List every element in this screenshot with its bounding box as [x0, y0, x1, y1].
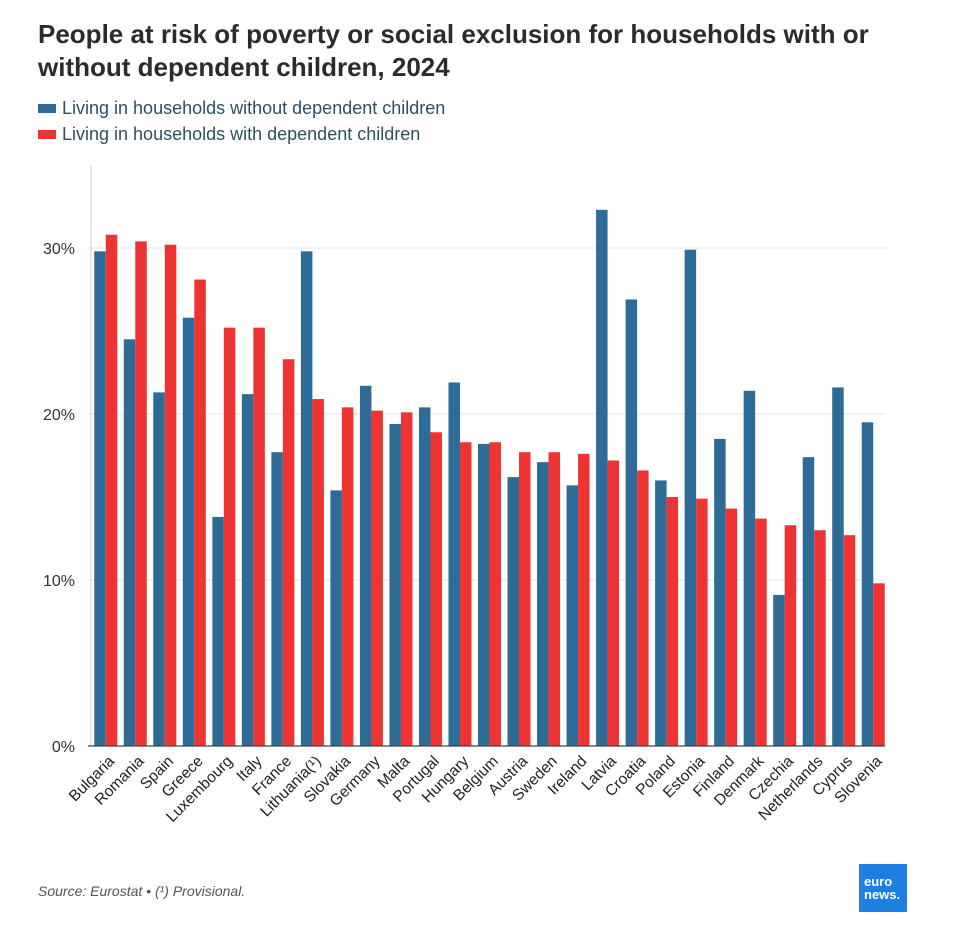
- bar-with: [194, 279, 206, 746]
- bar-with: [814, 530, 826, 746]
- legend: Living in households without dependent c…: [38, 95, 445, 147]
- bar-chart: 0%10%20%30%BulgariaRomaniaSpainGreeceLux…: [43, 165, 886, 826]
- bar-without: [182, 317, 195, 746]
- bar-with: [578, 453, 590, 746]
- legend-swatch-without: [38, 103, 56, 113]
- bar-without: [330, 490, 342, 746]
- bar-without: [596, 209, 608, 746]
- bar-without: [94, 251, 106, 746]
- bar-with: [607, 460, 620, 746]
- bar-with: [548, 452, 561, 746]
- bar-with: [282, 359, 295, 746]
- bar-without: [566, 485, 579, 746]
- legend-item-with: Living in households with dependent chil…: [38, 121, 445, 147]
- bar-with: [666, 497, 679, 746]
- logo-line-1: euro: [864, 874, 893, 889]
- y-tick-label: 0%: [52, 739, 75, 756]
- bar-without: [625, 299, 638, 746]
- bar-with: [637, 470, 649, 746]
- bar-with: [430, 432, 442, 746]
- bar-without: [773, 594, 785, 746]
- bar-with: [253, 327, 265, 746]
- bar-without: [300, 251, 313, 746]
- chart-title: People at risk of poverty or social excl…: [38, 19, 869, 82]
- bar-without: [743, 390, 756, 746]
- bar-without: [418, 407, 431, 746]
- bar-with: [312, 399, 324, 746]
- bar-with: [371, 410, 383, 746]
- bar-without: [153, 392, 165, 746]
- bar-without: [684, 249, 697, 746]
- bar-without: [478, 443, 490, 746]
- bar-with: [400, 412, 413, 746]
- legend-swatch-with: [38, 129, 56, 139]
- bar-without: [655, 480, 667, 746]
- bar-with: [341, 407, 354, 746]
- bar-without: [389, 423, 401, 746]
- bar-with: [784, 525, 797, 746]
- bar-with: [105, 234, 118, 746]
- source-note: Source: Eurostat • (¹) Provisional.: [38, 883, 246, 899]
- bar-with: [725, 508, 738, 746]
- bar-without: [241, 394, 254, 746]
- logo-line-2: news.: [864, 887, 901, 902]
- bar-without: [123, 339, 136, 746]
- bar-with: [873, 583, 885, 746]
- y-tick-label: 30%: [43, 241, 75, 258]
- bar-without: [714, 438, 726, 746]
- bar-with: [135, 241, 147, 747]
- bar-without: [271, 452, 283, 746]
- euronews-logo: euro news.: [859, 864, 907, 912]
- bar-without: [212, 516, 224, 746]
- bar-with: [843, 535, 856, 746]
- bar-without: [448, 382, 460, 746]
- bar-without: [537, 462, 549, 746]
- legend-item-without: Living in households without dependent c…: [38, 95, 445, 121]
- bar-without: [359, 385, 372, 746]
- legend-label-with: Living in households with dependent chil…: [62, 123, 421, 144]
- bar-with: [489, 442, 501, 746]
- y-tick-label: 10%: [43, 573, 75, 590]
- bar-without: [861, 422, 874, 746]
- bar-with: [755, 518, 767, 746]
- bar-with: [459, 442, 472, 746]
- bar-with: [223, 327, 236, 746]
- bar-without: [832, 387, 844, 746]
- legend-label-without: Living in households without dependent c…: [62, 97, 446, 118]
- y-tick-label: 20%: [43, 407, 75, 424]
- bar-with: [696, 498, 708, 746]
- bar-with: [164, 244, 177, 746]
- bar-with: [519, 452, 531, 746]
- bar-without: [507, 477, 520, 746]
- bar-without: [802, 457, 815, 746]
